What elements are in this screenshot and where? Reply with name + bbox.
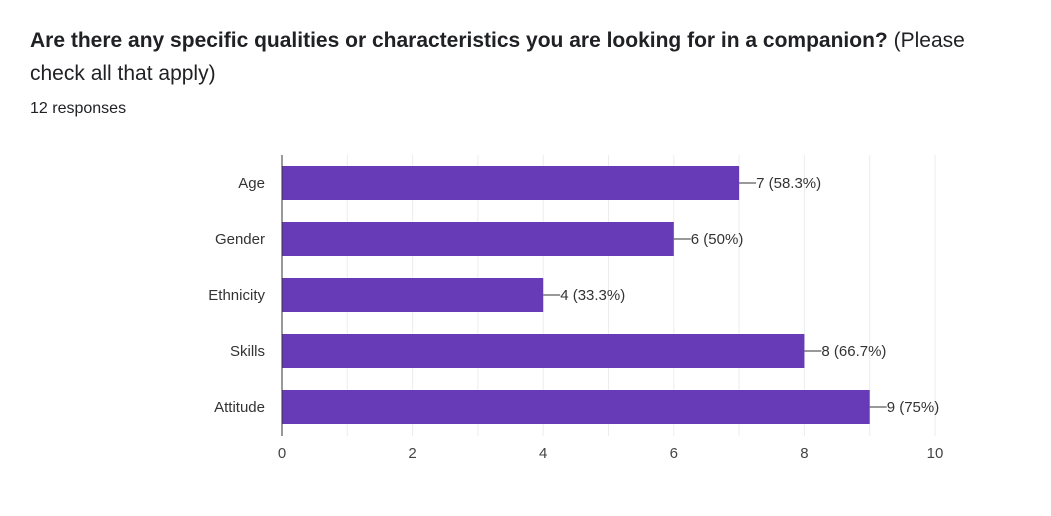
response-count: 12 responses	[30, 100, 127, 117]
question-instruction: (Please check all that apply)	[30, 29, 965, 85]
bar-gender	[282, 222, 674, 256]
category-label: Attitude	[214, 399, 265, 416]
data-label: 7 (58.3%)	[756, 175, 821, 192]
x-tick-label: 6	[670, 445, 678, 462]
x-tick-label: 0	[278, 445, 286, 462]
x-tick-label: 4	[539, 445, 547, 462]
bar-attitude	[282, 390, 870, 424]
data-label: 6 (50%)	[691, 231, 744, 248]
category-label: Ethnicity	[208, 287, 265, 304]
bar-skills	[282, 334, 805, 368]
category-label: Gender	[215, 231, 265, 248]
question-text: Are there any specific qualities or char…	[30, 29, 888, 52]
bar-ethnicity	[282, 278, 544, 312]
x-tick-label: 2	[408, 445, 416, 462]
bar-age	[282, 166, 740, 200]
data-label: 9 (75%)	[887, 399, 940, 416]
category-label: Age	[238, 175, 265, 192]
question-title: Are there any specific qualities or char…	[30, 24, 1020, 90]
data-label: 8 (66.7%)	[821, 343, 886, 360]
data-label: 4 (33.3%)	[560, 287, 625, 304]
x-tick-label: 10	[927, 445, 944, 462]
x-tick-label: 8	[800, 445, 808, 462]
category-label: Skills	[230, 343, 265, 360]
